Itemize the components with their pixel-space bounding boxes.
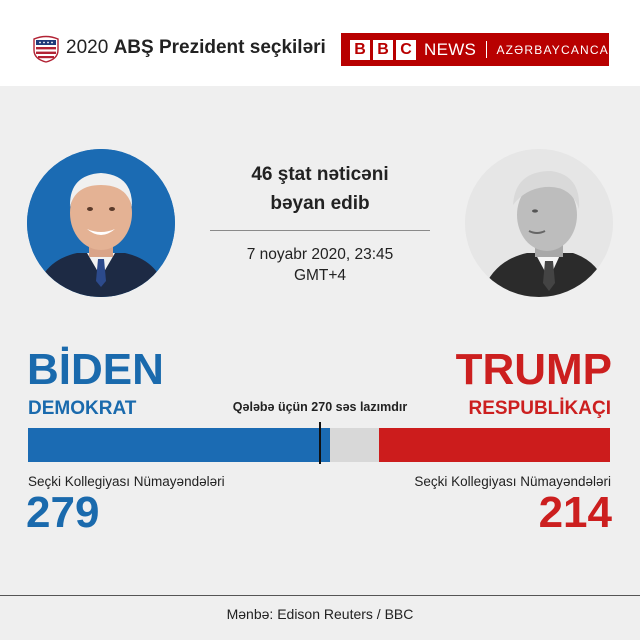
biden-ec-label: Seçki Kollegiyası Nümayəndələri [28,474,225,489]
biden-ec-count: 279 [26,488,100,537]
states-reported-title: 46 ştat nəticəni bəyan edib [200,160,440,218]
bbc-news-logo: B B C NEWS AZƏRBAYCANCA [341,33,609,66]
biden-name: BİDEN [27,345,164,394]
source-footer: Mənbə: Edison Reuters / BBC [226,606,414,622]
update-timezone: GMT+4 [293,267,347,284]
trump-party: RESPUBLİKAÇI [468,398,611,419]
header-title-text: ABŞ Prezident seçkiləri [113,37,326,58]
header-year: 2020 [66,37,109,58]
states-reported-line2: bəyan edib [270,193,370,214]
biden-party: DEMOKRAT [28,398,137,419]
info-divider [210,230,430,231]
electoral-vote-bar [28,422,610,464]
update-timestamp: 7 noyabr 2020, 23:45 GMT+4 [200,244,440,286]
trump-portrait [465,149,613,297]
threshold-label: Qələbə üçün 270 səs lazımdır [232,400,408,414]
trump-ec-label: Seçki Kollegiyası Nümayəndələri [414,474,611,489]
trump-ec-count: 214 [538,488,612,537]
bbc-letter-b1: B [350,39,370,60]
footer-divider [0,595,640,596]
states-reported-line1: 46 ştat nəticəni [251,164,389,185]
republican-votes-bar [378,428,610,462]
democrat-votes-bar [28,428,330,462]
us-election-badge-icon [33,35,59,63]
header-title: 2020 ABŞ Prezident seçkiləri [66,37,326,59]
threshold-marker [319,422,322,464]
bbc-letter-b2: B [373,39,393,60]
bbc-letter-c: C [396,39,416,60]
bbc-news-text: NEWS [424,39,477,59]
trump-name: TRUMP [455,345,612,394]
bbc-language: AZƏRBAYCANCA [496,42,609,57]
update-date: 7 noyabr 2020, 23:45 [246,246,394,263]
biden-portrait [27,149,175,297]
header: 2020 ABŞ Prezident seçkiləri B B C NEWS … [0,0,640,86]
